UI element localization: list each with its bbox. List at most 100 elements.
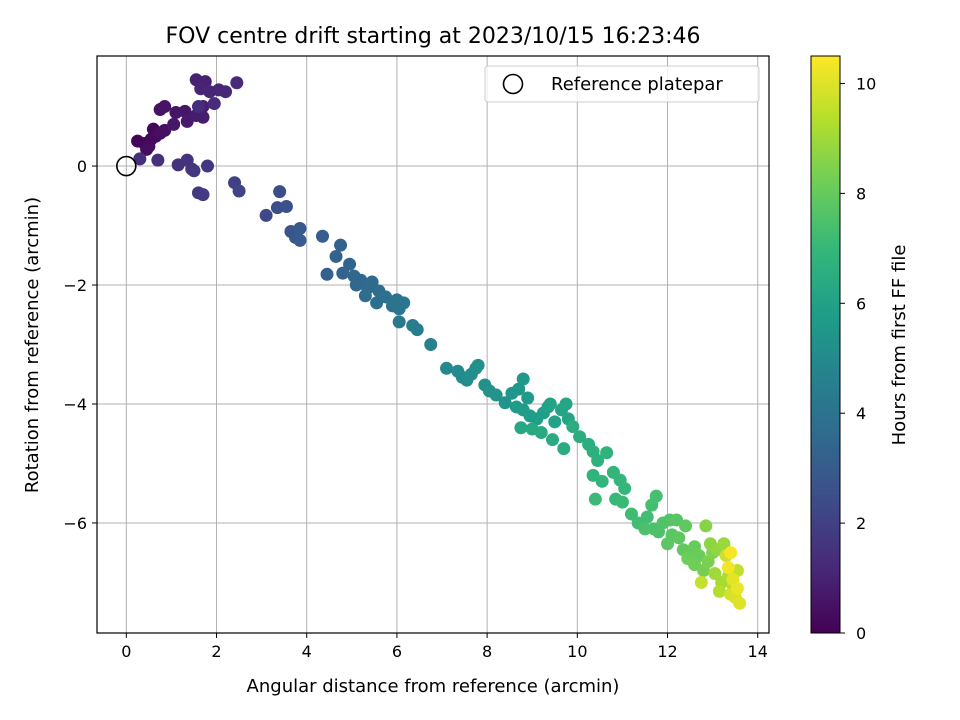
x-tick-label: 8 bbox=[482, 642, 492, 661]
data-point bbox=[293, 222, 307, 236]
colorbar-tick-label: 2 bbox=[856, 514, 866, 533]
x-axis-label: Angular distance from reference (arcmin) bbox=[247, 676, 620, 697]
x-tick-label: 2 bbox=[211, 642, 221, 661]
data-point bbox=[349, 278, 363, 292]
chart-title: FOV centre drift starting at 2023/10/15 … bbox=[166, 24, 701, 49]
x-tick-label: 0 bbox=[121, 642, 131, 661]
data-point bbox=[595, 474, 609, 488]
reference-point-marker bbox=[116, 155, 137, 177]
legend-entry-reference-platepar: Reference platepar bbox=[551, 74, 723, 95]
data-point bbox=[424, 338, 438, 351]
data-point bbox=[279, 199, 293, 213]
data-point bbox=[679, 519, 693, 533]
data-point bbox=[559, 397, 573, 411]
data-point bbox=[649, 489, 663, 503]
data-point bbox=[661, 537, 675, 551]
x-tick-label: 14 bbox=[748, 642, 768, 661]
data-point bbox=[694, 575, 708, 589]
data-point bbox=[336, 266, 350, 280]
data-point bbox=[187, 164, 201, 178]
colorbar-label: Hours from first FF file bbox=[889, 245, 910, 446]
data-point bbox=[334, 238, 348, 252]
data-point bbox=[724, 546, 738, 560]
data-point bbox=[329, 249, 343, 263]
data-point bbox=[178, 104, 192, 118]
data-point bbox=[200, 159, 214, 173]
data-point bbox=[600, 446, 614, 460]
colorbar-tick-label: 10 bbox=[856, 74, 876, 93]
x-tick-label: 6 bbox=[392, 642, 402, 661]
data-point bbox=[151, 153, 165, 167]
data-point bbox=[721, 561, 735, 575]
data-point bbox=[140, 142, 154, 156]
data-point bbox=[316, 229, 330, 243]
legend-box bbox=[484, 65, 760, 103]
data-point bbox=[588, 492, 602, 506]
data-point bbox=[397, 296, 411, 310]
data-point bbox=[514, 421, 528, 435]
y-tick-label: −2 bbox=[63, 276, 87, 295]
y-axis-label: Rotation from reference (arcmin) bbox=[22, 197, 43, 493]
colorbar: 0 2 4 6 8 10 Hours from first FF file bbox=[810, 55, 910, 643]
colorbar-gradient bbox=[810, 55, 841, 634]
y-tick-label: −4 bbox=[63, 395, 87, 414]
legend: Reference platepar bbox=[484, 65, 760, 103]
colorbar-ticks: 0 2 4 6 8 10 bbox=[840, 74, 876, 643]
data-point bbox=[232, 184, 246, 198]
data-point bbox=[548, 415, 562, 429]
data-point bbox=[343, 257, 357, 271]
data-point bbox=[543, 397, 557, 411]
data-point bbox=[566, 420, 580, 434]
data-point bbox=[358, 289, 372, 303]
colorbar-tick-label: 6 bbox=[856, 294, 866, 313]
x-tick-label: 12 bbox=[657, 642, 677, 661]
plot-frame bbox=[96, 55, 770, 634]
data-point bbox=[516, 372, 530, 386]
data-point bbox=[717, 537, 731, 551]
colorbar-tick-label: 0 bbox=[856, 624, 866, 643]
data-point bbox=[158, 100, 172, 114]
x-tick-label: 4 bbox=[302, 642, 312, 661]
axis-ticks: 0 2 4 6 8 10 12 14 −6 −4 −2 0 bbox=[63, 157, 767, 661]
data-point bbox=[615, 495, 629, 509]
data-point bbox=[230, 76, 244, 90]
data-point bbox=[191, 100, 205, 114]
y-tick-label: −6 bbox=[63, 514, 87, 533]
data-point bbox=[733, 596, 747, 610]
data-point bbox=[730, 581, 744, 595]
data-point bbox=[219, 85, 233, 99]
data-point bbox=[546, 433, 560, 447]
scatter-points bbox=[131, 73, 747, 610]
data-point bbox=[712, 584, 726, 598]
colorbar-tick-label: 8 bbox=[856, 184, 866, 203]
grid bbox=[97, 56, 769, 633]
data-point bbox=[410, 323, 424, 337]
data-point bbox=[512, 382, 526, 396]
data-point bbox=[167, 117, 181, 131]
data-point bbox=[207, 97, 221, 111]
data-point bbox=[534, 426, 548, 440]
data-point bbox=[133, 152, 147, 166]
data-point bbox=[640, 510, 654, 524]
data-point bbox=[672, 531, 686, 545]
data-point bbox=[471, 358, 485, 372]
data-point bbox=[365, 275, 379, 289]
data-point bbox=[440, 361, 454, 375]
x-tick-label: 10 bbox=[567, 642, 587, 661]
data-point bbox=[618, 481, 632, 495]
data-point bbox=[320, 267, 334, 281]
data-point bbox=[498, 396, 512, 410]
data-point bbox=[196, 188, 210, 202]
colorbar-tick-label: 4 bbox=[856, 404, 866, 423]
data-point bbox=[573, 430, 587, 444]
data-point bbox=[489, 388, 503, 402]
data-point bbox=[293, 233, 307, 247]
data-point bbox=[392, 315, 406, 329]
data-point bbox=[591, 453, 605, 467]
data-point bbox=[624, 507, 638, 521]
data-point bbox=[638, 522, 652, 536]
data-point bbox=[273, 185, 287, 199]
legend-marker-icon bbox=[502, 73, 524, 95]
y-tick-label: 0 bbox=[77, 157, 87, 176]
